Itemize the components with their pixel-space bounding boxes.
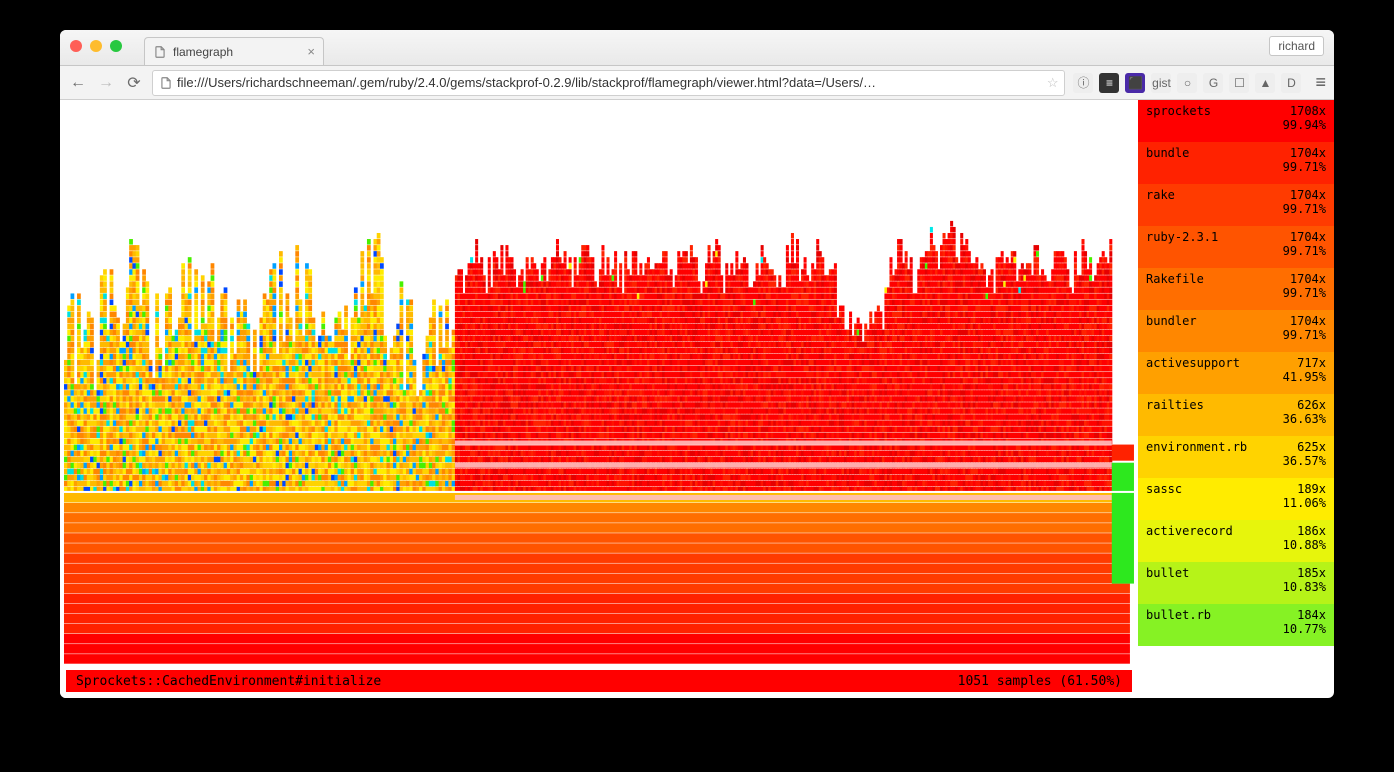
window-traffic-lights[interactable] — [70, 40, 122, 52]
legend-pct: 99.71% — [1146, 202, 1326, 216]
extension-icon[interactable]: G — [1203, 73, 1223, 93]
browser-tab[interactable]: flamegraph × — [144, 37, 324, 65]
legend-count: 1708x — [1290, 104, 1326, 118]
legend-row[interactable]: bullet185x10.83% — [1138, 562, 1334, 604]
legend-count: 626x — [1297, 398, 1326, 412]
legend-label: bundler — [1146, 314, 1290, 328]
extension-icon[interactable]: gist — [1151, 73, 1171, 93]
url-text: file:///Users/richardschneeman/.gem/ruby… — [177, 75, 1043, 90]
statusbar-samples: 1051 samples (61.50%) — [958, 674, 1122, 689]
extension-icon[interactable]: ☐ — [1229, 73, 1249, 93]
legend-pct: 10.77% — [1146, 622, 1326, 636]
extension-icon[interactable]: ≡ — [1099, 73, 1119, 93]
page-icon — [153, 45, 167, 59]
titlebar: flamegraph × richard — [60, 30, 1334, 66]
legend-row[interactable]: activerecord186x10.88% — [1138, 520, 1334, 562]
legend-pct: 99.71% — [1146, 286, 1326, 300]
legend-label: activerecord — [1146, 524, 1297, 538]
legend-pct: 41.95% — [1146, 370, 1326, 384]
legend-count: 184x — [1297, 608, 1326, 622]
flamegraph-svg[interactable] — [64, 100, 1134, 664]
extension-icon[interactable]: D — [1281, 73, 1301, 93]
legend-pct: 10.83% — [1146, 580, 1326, 594]
legend-count: 185x — [1297, 566, 1326, 580]
legend-row[interactable]: Rakefile1704x99.71% — [1138, 268, 1334, 310]
tab-title: flamegraph — [173, 45, 233, 59]
legend-row[interactable]: bullet.rb184x10.77% — [1138, 604, 1334, 646]
legend-label: environment.rb — [1146, 440, 1297, 454]
legend-row[interactable]: sassc189x11.06% — [1138, 478, 1334, 520]
flamegraph-viewport[interactable]: Sprockets::CachedEnvironment#initialize … — [60, 100, 1138, 698]
legend-count: 186x — [1297, 524, 1326, 538]
legend-count: 189x — [1297, 482, 1326, 496]
legend-pct: 36.57% — [1146, 454, 1326, 468]
extension-icon[interactable]: ⓘ — [1073, 73, 1093, 93]
extension-icon[interactable]: ○ — [1177, 73, 1197, 93]
legend-label: ruby-2.3.1 — [1146, 230, 1290, 244]
page-content: Sprockets::CachedEnvironment#initialize … — [60, 100, 1334, 698]
legend-row[interactable]: rake1704x99.71% — [1138, 184, 1334, 226]
legend-count: 625x — [1297, 440, 1326, 454]
legend-count: 717x — [1297, 356, 1326, 370]
browser-window: flamegraph × richard ← → ⟳ file:///Users… — [60, 30, 1334, 698]
back-button[interactable]: ← — [68, 74, 88, 92]
zoom-icon[interactable] — [110, 40, 122, 52]
menu-icon[interactable]: ≡ — [1315, 72, 1326, 93]
legend-count: 1704x — [1290, 230, 1326, 244]
legend-pct: 99.71% — [1146, 160, 1326, 174]
extension-icon[interactable]: ⬛ — [1125, 73, 1145, 93]
tab-close-icon[interactable]: × — [307, 44, 315, 59]
legend-pct: 10.88% — [1146, 538, 1326, 552]
legend-label: sassc — [1146, 482, 1297, 496]
profile-button[interactable]: richard — [1269, 36, 1324, 56]
legend-label: bullet — [1146, 566, 1297, 580]
legend-label: sprockets — [1146, 104, 1290, 118]
statusbar-label: Sprockets::CachedEnvironment#initialize — [76, 674, 381, 689]
legend-label: bundle — [1146, 146, 1290, 160]
legend-label: activesupport — [1146, 356, 1297, 370]
legend-count: 1704x — [1290, 188, 1326, 202]
browser-toolbar: ← → ⟳ file:///Users/richardschneeman/.ge… — [60, 66, 1334, 100]
forward-button[interactable]: → — [96, 74, 116, 92]
legend-row[interactable]: ruby-2.3.11704x99.71% — [1138, 226, 1334, 268]
legend-pct: 99.94% — [1146, 118, 1326, 132]
legend-row[interactable]: bundle1704x99.71% — [1138, 142, 1334, 184]
bookmark-star-icon[interactable]: ☆ — [1047, 75, 1059, 91]
legend-pct: 99.71% — [1146, 244, 1326, 258]
legend-row[interactable]: bundler1704x99.71% — [1138, 310, 1334, 352]
flamegraph-legend[interactable]: sprockets1708x99.94%bundle1704x99.71%rak… — [1138, 100, 1334, 698]
legend-pct: 11.06% — [1146, 496, 1326, 510]
legend-row[interactable]: environment.rb625x36.57% — [1138, 436, 1334, 478]
minimize-icon[interactable] — [90, 40, 102, 52]
extension-icons: ⓘ ≡ ⬛ gist ○ G ☐ ▲ D — [1073, 73, 1301, 93]
file-icon — [159, 76, 173, 90]
legend-count: 1704x — [1290, 272, 1326, 286]
legend-label: Rakefile — [1146, 272, 1290, 286]
flamegraph-statusbar: Sprockets::CachedEnvironment#initialize … — [66, 670, 1132, 692]
legend-row[interactable]: activesupport717x41.95% — [1138, 352, 1334, 394]
legend-label: rake — [1146, 188, 1290, 202]
legend-pct: 36.63% — [1146, 412, 1326, 426]
legend-row[interactable]: sprockets1708x99.94% — [1138, 100, 1334, 142]
extension-icon[interactable]: ▲ — [1255, 73, 1275, 93]
legend-label: bullet.rb — [1146, 608, 1297, 622]
reload-button[interactable]: ⟳ — [124, 73, 144, 93]
legend-label: railties — [1146, 398, 1297, 412]
close-icon[interactable] — [70, 40, 82, 52]
legend-row[interactable]: railties626x36.63% — [1138, 394, 1334, 436]
legend-count: 1704x — [1290, 314, 1326, 328]
legend-count: 1704x — [1290, 146, 1326, 160]
address-bar[interactable]: file:///Users/richardschneeman/.gem/ruby… — [152, 70, 1065, 96]
legend-pct: 99.71% — [1146, 328, 1326, 342]
